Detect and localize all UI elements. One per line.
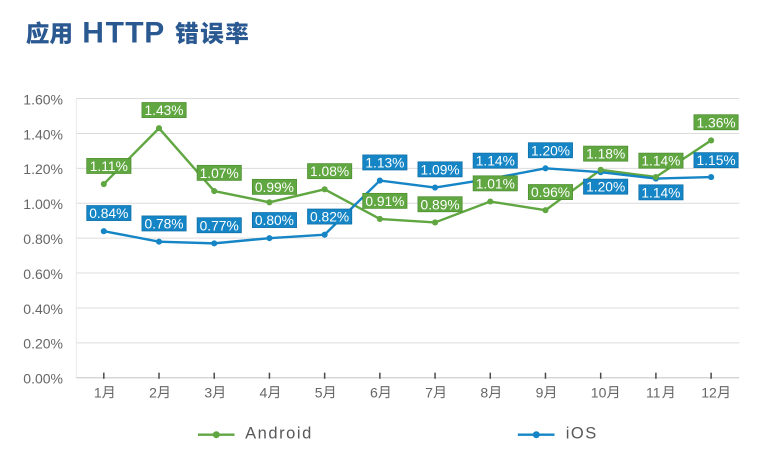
svg-text:7: 7 bbox=[425, 384, 433, 400]
svg-text:1.01%: 1.01% bbox=[476, 176, 515, 191]
svg-text:0.84%: 0.84% bbox=[89, 206, 128, 221]
svg-text:1.15%: 1.15% bbox=[697, 153, 736, 168]
svg-text:0.80%: 0.80% bbox=[23, 231, 63, 247]
svg-text:10: 10 bbox=[591, 384, 607, 400]
svg-text:1.14%: 1.14% bbox=[641, 185, 680, 200]
svg-text:1.14%: 1.14% bbox=[476, 154, 515, 169]
svg-text:0.96%: 0.96% bbox=[531, 185, 570, 200]
svg-text:8: 8 bbox=[480, 384, 488, 400]
svg-text:1.43%: 1.43% bbox=[144, 103, 183, 118]
svg-text:1.60%: 1.60% bbox=[23, 91, 63, 107]
svg-text:1.18%: 1.18% bbox=[586, 147, 625, 162]
svg-text:3: 3 bbox=[204, 384, 212, 400]
svg-text:1.11%: 1.11% bbox=[90, 159, 128, 174]
svg-text:1: 1 bbox=[94, 384, 102, 400]
svg-text:1.08%: 1.08% bbox=[310, 164, 349, 179]
svg-text:6: 6 bbox=[370, 384, 378, 400]
svg-text:0.77%: 0.77% bbox=[200, 218, 239, 233]
svg-text:1.20%: 1.20% bbox=[531, 143, 570, 158]
svg-text:11: 11 bbox=[646, 384, 661, 400]
svg-text:0.99%: 0.99% bbox=[255, 180, 294, 195]
svg-text:0.60%: 0.60% bbox=[23, 266, 63, 282]
svg-text:iOS: iOS bbox=[566, 425, 598, 443]
svg-text:Android: Android bbox=[245, 425, 313, 443]
svg-text:HTTP: HTTP bbox=[82, 17, 164, 50]
svg-text:0.91%: 0.91% bbox=[365, 194, 404, 209]
svg-text:1.40%: 1.40% bbox=[23, 126, 63, 142]
svg-text:1.20%: 1.20% bbox=[586, 180, 625, 195]
svg-text:1.00%: 1.00% bbox=[23, 196, 63, 212]
svg-text:0.78%: 0.78% bbox=[144, 217, 183, 232]
svg-text:1.07%: 1.07% bbox=[200, 166, 239, 181]
svg-text:0.20%: 0.20% bbox=[23, 336, 63, 352]
svg-text:4: 4 bbox=[260, 384, 268, 400]
svg-text:0.40%: 0.40% bbox=[23, 301, 63, 317]
svg-text:1.14%: 1.14% bbox=[641, 154, 680, 169]
svg-text:5: 5 bbox=[315, 384, 323, 400]
svg-text:1.13%: 1.13% bbox=[365, 156, 404, 171]
svg-text:1.09%: 1.09% bbox=[421, 162, 460, 177]
svg-text:1.36%: 1.36% bbox=[697, 115, 736, 130]
svg-text:0.00%: 0.00% bbox=[23, 371, 63, 387]
svg-text:0.82%: 0.82% bbox=[310, 210, 349, 225]
svg-text:0.80%: 0.80% bbox=[255, 213, 294, 228]
svg-text:2: 2 bbox=[149, 384, 157, 400]
svg-text:0.89%: 0.89% bbox=[421, 197, 460, 212]
svg-text:1.20%: 1.20% bbox=[23, 161, 63, 177]
svg-text:9: 9 bbox=[536, 384, 544, 400]
svg-text:12: 12 bbox=[701, 384, 717, 400]
